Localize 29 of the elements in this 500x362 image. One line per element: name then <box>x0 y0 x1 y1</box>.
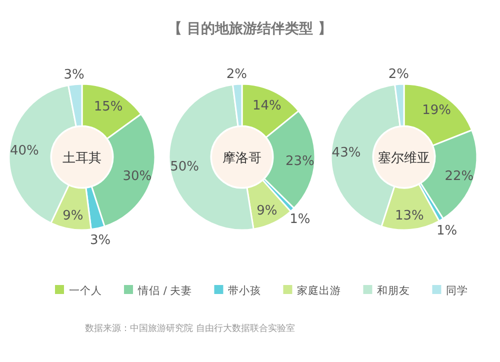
data-label: 9% <box>62 208 84 224</box>
data-label: 14% <box>252 98 282 114</box>
data-label: 43% <box>332 146 361 161</box>
data-label: 30% <box>122 168 152 184</box>
data-label: 9% <box>256 203 278 218</box>
data-label: 50% <box>170 159 200 174</box>
text: 【 目的地旅游结伴类型 】 <box>168 21 332 37</box>
legend-label: 同学 <box>446 285 468 297</box>
legend-label: 一个人 <box>69 285 102 297</box>
data-label: 3% <box>64 67 84 82</box>
data-label: 19% <box>422 103 452 118</box>
data-label: 1% <box>436 223 458 238</box>
data-label: 22% <box>444 168 474 184</box>
text: 土耳其 <box>62 151 102 166</box>
text: 摩洛哥 <box>222 151 262 166</box>
text: 塞尔维亚 <box>378 150 430 166</box>
data-label: 1% <box>290 212 310 227</box>
data-label: 2% <box>226 67 247 82</box>
data-label: 40% <box>10 144 39 159</box>
data-label: 23% <box>285 154 314 169</box>
legend-label: 带小孩 <box>228 284 262 297</box>
data-label: 2% <box>388 67 410 82</box>
legend-label: 家庭出游 <box>297 284 342 297</box>
legend-label: 情侣 / 夫妻 <box>137 284 192 297</box>
data-label: 13% <box>395 208 424 224</box>
data-label: 3% <box>90 232 111 248</box>
source-note: 数据来源：中国旅游研究院 自由行大数据联合实验室 <box>85 323 295 334</box>
legend-label: 和朋友 <box>377 284 410 297</box>
data-label: 15% <box>94 99 123 114</box>
